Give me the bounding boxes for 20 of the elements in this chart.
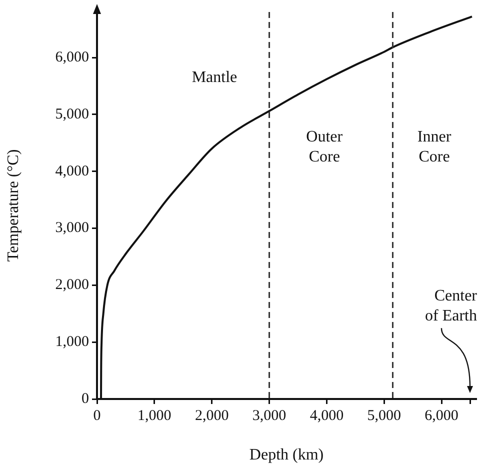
y-tick-label: 6,000 (55, 49, 89, 66)
x-tick-label: 1,000 (138, 408, 172, 424)
annotation: Mantle (192, 68, 238, 86)
x-tick-label: 3,000 (252, 408, 286, 424)
annotation: Outer Core (306, 128, 344, 166)
y-axis-title: Temperature (°C) (4, 149, 22, 262)
x-axis-title: Depth (km) (249, 446, 324, 464)
y-tick-label: 3,000 (55, 220, 89, 236)
x-tick-label: 6,000 (424, 408, 458, 424)
x-tick-label: 2,000 (194, 408, 229, 424)
annotation: Inner Core (417, 128, 452, 166)
x-tick-label: 0 (93, 408, 101, 424)
y-tick-label: 2,000 (55, 277, 89, 294)
annotation: Center of Earth (425, 287, 478, 324)
y-tick-label: 1,000 (55, 334, 89, 350)
x-tick-label: 5,000 (367, 408, 401, 424)
y-tick-label: 5,000 (55, 106, 89, 122)
y-tick-label: 0 (82, 390, 89, 407)
x-tick-label: 4,000 (310, 408, 344, 424)
y-tick-label: 4,000 (55, 163, 89, 180)
